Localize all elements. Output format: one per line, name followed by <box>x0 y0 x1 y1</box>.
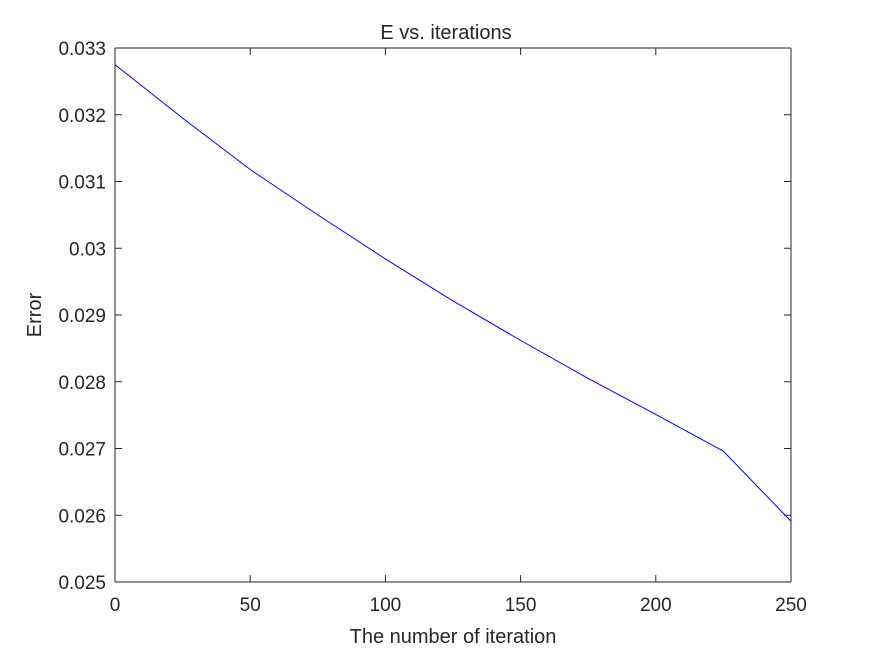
x-tick-label: 150 <box>505 595 537 616</box>
y-tick-label: 0.029 <box>58 306 106 327</box>
series-line-0 <box>114 64 792 522</box>
chart-title: E vs. iterations <box>380 22 511 44</box>
x-axis-label: The number of iteration <box>350 626 557 648</box>
y-tick-label: 0.032 <box>58 106 106 127</box>
y-tick-label: 0.031 <box>58 173 106 194</box>
x-tick-label: 100 <box>370 595 402 616</box>
y-tick-label: 0.025 <box>58 573 106 594</box>
x-tick-label: 0 <box>110 595 121 616</box>
series-layer <box>114 64 792 522</box>
y-tick-label: 0.026 <box>58 506 106 527</box>
x-tick-label: 50 <box>240 595 261 616</box>
y-tick-label: 0.027 <box>58 440 106 461</box>
y-tick-label: 0.03 <box>69 239 106 260</box>
y-tick-label: 0.028 <box>58 373 106 394</box>
axes: 0 50 100 150 200 250 0.025 0.026 0.027 0.028 0.029… <box>58 39 806 616</box>
x-tick-label: 200 <box>640 595 672 616</box>
plot-background <box>115 48 791 582</box>
plot-area <box>115 48 791 582</box>
y-axis-label: Error <box>24 292 46 337</box>
x-tick-label: 250 <box>775 595 807 616</box>
y-tick-label: 0.033 <box>58 39 106 60</box>
